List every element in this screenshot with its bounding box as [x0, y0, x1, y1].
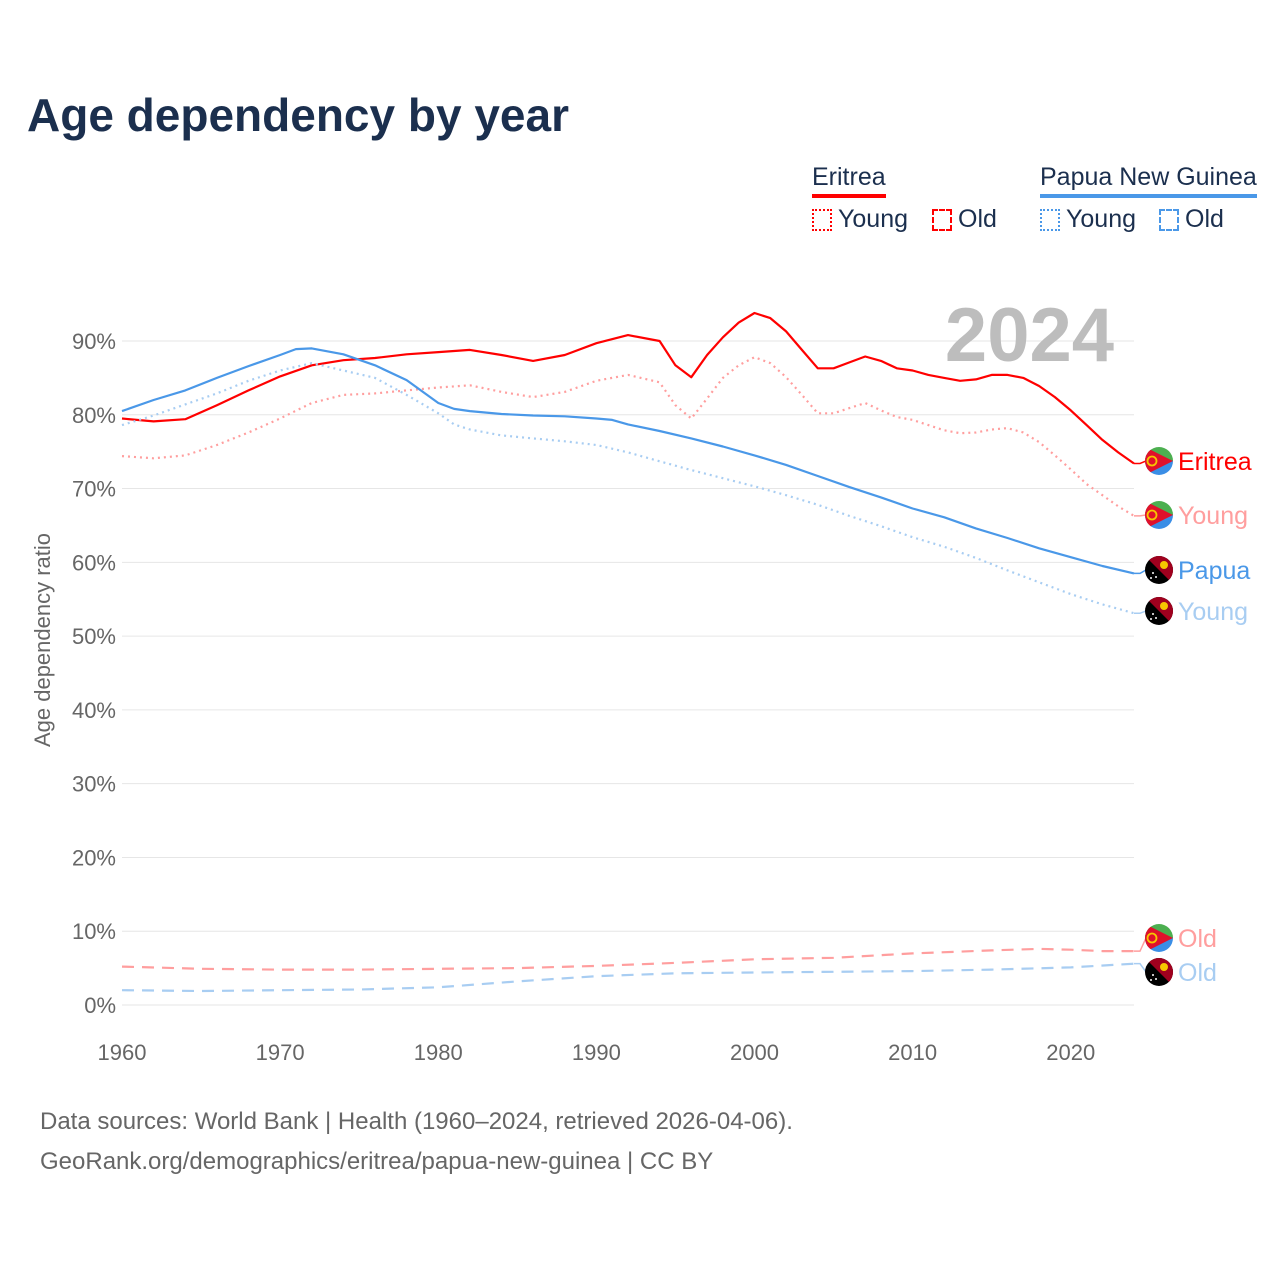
x-tick-label: 1960 — [98, 1040, 147, 1065]
y-tick-label: 20% — [72, 845, 116, 870]
x-tick-label: 1970 — [256, 1040, 305, 1065]
series-end-label: Old — [1178, 925, 1217, 953]
y-tick-label: 40% — [72, 698, 116, 723]
legend-eritrea[interactable]: Eritrea — [812, 163, 886, 198]
eritrea-flag-icon — [1145, 924, 1173, 952]
footer-link[interactable]: GeoRank.org/demographics/eritrea/papua-n… — [40, 1148, 714, 1175]
legend-label: Young — [1066, 205, 1136, 233]
series-line-papua-new-guinea-old — [121, 962, 1135, 993]
eritrea-flag-icon — [1145, 501, 1173, 529]
x-tick-label: 2010 — [888, 1040, 937, 1065]
legend-eritrea-young[interactable]: Young — [812, 205, 908, 234]
page-title: Age dependency by year — [27, 89, 569, 141]
series-end-label: Eritrea — [1178, 448, 1252, 476]
y-tick-label: 30% — [72, 772, 116, 797]
legend-png-old[interactable]: Old — [1159, 205, 1224, 234]
y-tick-label: 50% — [72, 624, 116, 649]
y-tick-label: 0% — [84, 993, 116, 1018]
footer-sources: Data sources: World Bank | Health (1960–… — [40, 1108, 793, 1135]
y-tick-label: 10% — [72, 919, 116, 944]
y-tick-label: 70% — [72, 477, 116, 502]
png-flag-icon — [1145, 556, 1173, 584]
series-end-label: Old — [1178, 959, 1217, 987]
x-tick-label: 1980 — [414, 1040, 463, 1065]
dashed-swatch-icon — [932, 208, 952, 231]
series-line-papua-new-guinea — [121, 347, 1135, 575]
eritrea-flag-icon — [1145, 447, 1173, 475]
legend-png-young[interactable]: Young — [1040, 205, 1136, 234]
legend-eritrea-old[interactable]: Old — [932, 205, 997, 234]
dotted-swatch-icon — [812, 208, 832, 231]
x-tick-label: 1990 — [572, 1040, 621, 1065]
series-line-eritrea-old — [121, 947, 1134, 971]
legend-label: Young — [838, 205, 908, 233]
y-tick-label: 60% — [72, 550, 116, 575]
y-tick-label: 90% — [72, 329, 116, 354]
legend-label: Old — [1185, 205, 1224, 233]
png-flag-icon — [1145, 597, 1173, 625]
series-end-label: Young — [1178, 598, 1248, 626]
x-tick-label: 2020 — [1046, 1040, 1095, 1065]
y-axis-label: Age dependency ratio — [30, 533, 55, 747]
y-tick-label: 80% — [72, 403, 116, 428]
year-watermark: 2024 — [944, 293, 1114, 378]
x-tick-label: 2000 — [730, 1040, 779, 1065]
series-line-papua-new-guinea-young — [121, 362, 1135, 615]
legend-papua-new-guinea[interactable]: Papua New Guinea — [1040, 163, 1257, 198]
series-end-label: Young — [1178, 502, 1248, 530]
series-line-eritrea-young — [121, 356, 1135, 517]
dashed-swatch-icon — [1159, 208, 1179, 231]
dotted-swatch-icon — [1040, 208, 1060, 231]
series-end-label: Papua — [1178, 557, 1250, 585]
png-flag-icon — [1145, 958, 1173, 986]
series-line-eritrea — [121, 311, 1135, 465]
legend-label: Old — [958, 205, 997, 233]
